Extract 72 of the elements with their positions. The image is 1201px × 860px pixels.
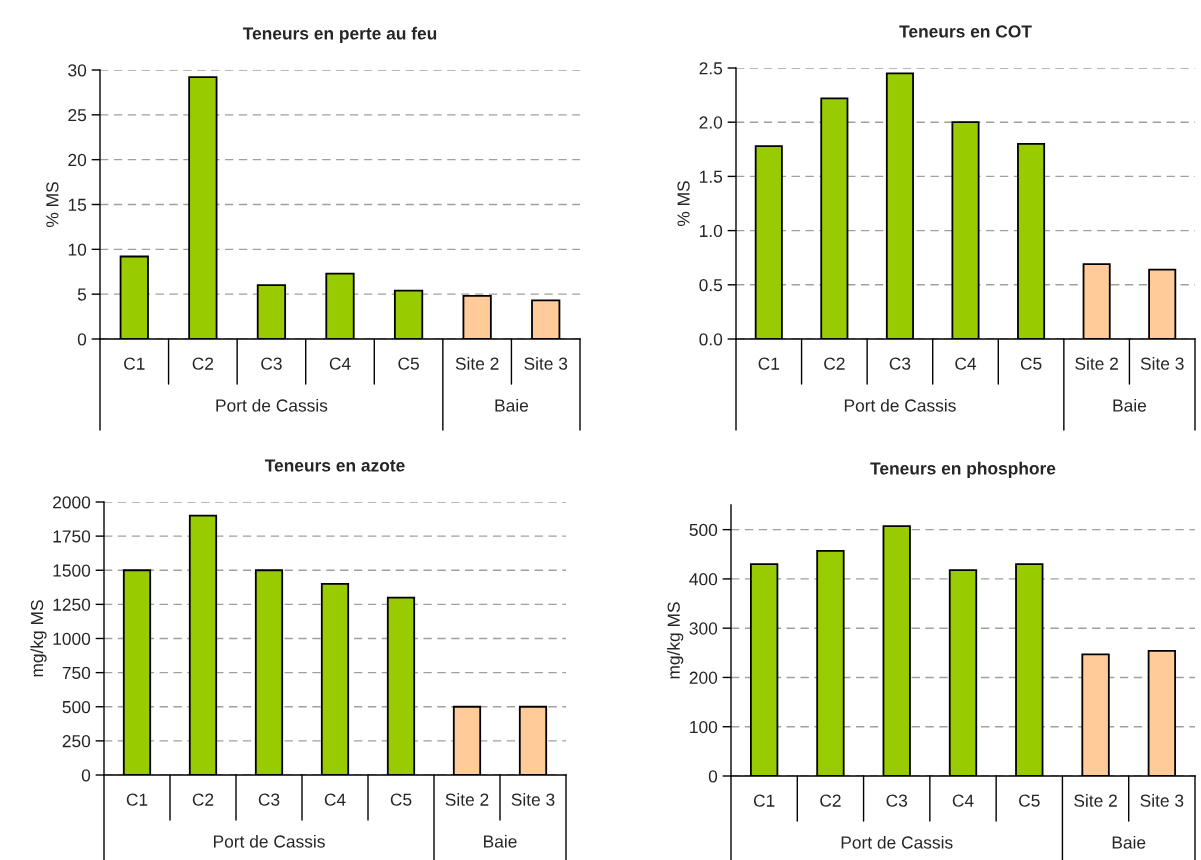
y-tick-label: 2000 bbox=[53, 496, 91, 509]
x-tick-label: C3 bbox=[258, 793, 280, 806]
x-tick-label: Site 3 bbox=[524, 357, 568, 370]
text: Baie bbox=[1113, 398, 1147, 412]
x-tick-label: Site 2 bbox=[1074, 794, 1117, 807]
y-tick-label: 1750 bbox=[53, 530, 91, 543]
y-tick-label: 0 bbox=[708, 770, 718, 783]
y-tick-label: 500 bbox=[62, 700, 91, 714]
y-axis-title: % MS bbox=[46, 182, 59, 228]
x-tick-label: C2 bbox=[192, 793, 214, 806]
y-tick-label: 750 bbox=[62, 666, 91, 680]
x-tick-label: C5 bbox=[1019, 794, 1040, 807]
y-tick-label: 500 bbox=[689, 523, 718, 537]
y-tick-label: 0 bbox=[77, 333, 87, 346]
text: Baie bbox=[484, 834, 517, 848]
x-tick-label: C1 bbox=[126, 793, 148, 806]
x-tick-label: Site 2 bbox=[455, 357, 499, 370]
text: Baie bbox=[1112, 835, 1146, 849]
text: Baie bbox=[495, 398, 529, 412]
x-tick-label: C1 bbox=[124, 357, 145, 370]
x-tick-label: Site 3 bbox=[1140, 794, 1184, 807]
y-axis-title: mg/kg MS bbox=[667, 602, 684, 679]
y-tick-label: 1500 bbox=[53, 564, 91, 577]
x-tick-label: C3 bbox=[261, 357, 282, 370]
y-tick-label: 200 bbox=[689, 671, 718, 684]
x-tick-label: C5 bbox=[1020, 357, 1042, 370]
text: Port de Cassis bbox=[841, 835, 953, 849]
x-tick-label: C5 bbox=[390, 793, 412, 806]
y-axis-title: % MS bbox=[677, 181, 690, 227]
y-tick-label: 0.5 bbox=[699, 278, 723, 292]
chart-title: Teneurs en phosphore bbox=[870, 461, 1056, 479]
y-tick-label: 1000 bbox=[53, 632, 91, 645]
text: Port de Cassis bbox=[213, 834, 325, 848]
y-tick-label: 100 bbox=[690, 720, 718, 734]
x-tick-label: C2 bbox=[824, 357, 845, 370]
x-tick-label: Site 3 bbox=[511, 793, 555, 806]
y-tick-label: 30 bbox=[68, 64, 87, 77]
x-tick-label: Site 3 bbox=[1140, 357, 1184, 370]
y-tick-label: 300 bbox=[689, 622, 718, 635]
x-tick-label: Site 2 bbox=[1075, 357, 1118, 370]
x-tick-label: C4 bbox=[329, 357, 351, 370]
y-tick-label: 10 bbox=[68, 243, 87, 256]
y-tick-label: 5 bbox=[77, 288, 87, 301]
y-tick-label: 0 bbox=[81, 769, 91, 782]
y-tick-label: 15 bbox=[68, 198, 87, 211]
x-tick-label: C1 bbox=[758, 357, 780, 370]
x-tick-label: C2 bbox=[192, 357, 214, 370]
x-tick-label: C4 bbox=[955, 357, 977, 370]
y-tick-label: 1.5 bbox=[700, 170, 723, 183]
x-tick-label: C1 bbox=[753, 794, 775, 807]
y-tick-label: 1250 bbox=[53, 598, 91, 611]
y-tick-label: 400 bbox=[689, 573, 718, 586]
y-tick-label: 20 bbox=[68, 153, 87, 167]
chart-title: Teneurs en COT bbox=[899, 25, 1032, 38]
y-tick-label: 250 bbox=[62, 735, 91, 748]
y-tick-label: 25 bbox=[68, 109, 87, 122]
x-tick-label: C5 bbox=[398, 357, 419, 370]
y-tick-label: 2.5 bbox=[699, 62, 723, 75]
x-tick-label: C3 bbox=[889, 357, 911, 370]
x-tick-label: Site 2 bbox=[445, 793, 489, 806]
y-tick-label: 0.0 bbox=[699, 333, 723, 346]
x-tick-label: C4 bbox=[324, 793, 346, 806]
x-tick-label: C4 bbox=[952, 794, 974, 807]
y-tick-label: 1.0 bbox=[700, 224, 723, 238]
x-tick-label: C2 bbox=[820, 794, 841, 807]
text: Port de Cassis bbox=[216, 398, 328, 412]
chart-title: Teneurs en perte au feu bbox=[242, 26, 437, 44]
y-axis-title: mg/kg MS bbox=[30, 600, 47, 677]
x-tick-label: C3 bbox=[886, 794, 908, 807]
y-tick-label: 2.0 bbox=[699, 116, 723, 129]
text: Port de Cassis bbox=[844, 398, 956, 412]
chart-title: Teneurs en azote bbox=[264, 459, 405, 472]
